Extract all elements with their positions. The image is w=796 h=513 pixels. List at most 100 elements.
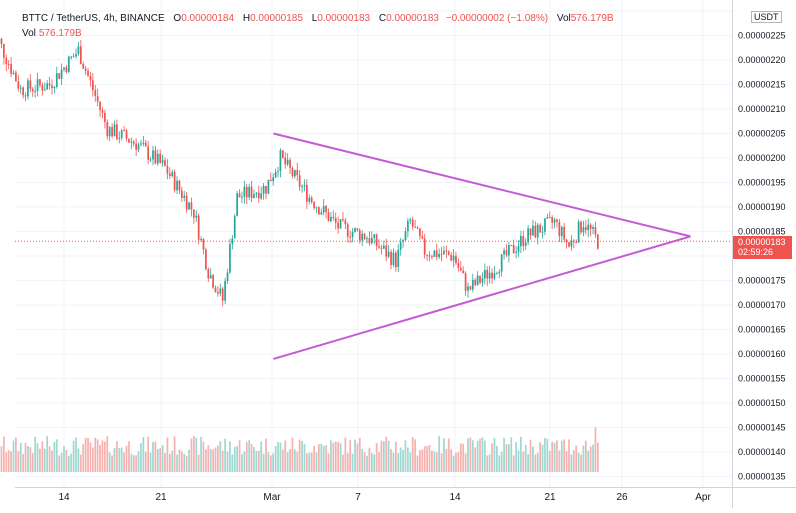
candle xyxy=(293,169,296,177)
candle xyxy=(580,221,582,233)
triangle-upper-line[interactable] xyxy=(273,132,691,238)
volume-bar xyxy=(349,439,352,472)
candle xyxy=(399,241,402,250)
candle xyxy=(594,227,597,235)
volume-bar xyxy=(149,452,152,472)
price-tick-label: 0.00000150 xyxy=(738,398,786,408)
candle xyxy=(192,209,195,218)
low-label: L xyxy=(311,13,318,24)
candle xyxy=(426,254,428,256)
volume-value: 576.179B xyxy=(38,28,82,39)
volume-bar xyxy=(570,454,573,472)
candle xyxy=(337,222,340,229)
candle xyxy=(529,228,532,236)
candle xyxy=(467,286,469,291)
volume-bar xyxy=(291,437,294,472)
volume-bar xyxy=(544,438,546,472)
volume-bar xyxy=(500,451,503,472)
candle xyxy=(505,250,508,256)
candle xyxy=(303,184,306,187)
candle xyxy=(286,159,289,165)
volume-bar xyxy=(382,441,385,472)
volume-bar xyxy=(450,449,453,472)
volume-bar xyxy=(36,443,39,472)
volume-bar xyxy=(387,440,390,472)
candle xyxy=(180,190,183,198)
candle xyxy=(19,87,22,89)
volume-bar xyxy=(553,442,556,472)
volume-bar xyxy=(445,448,448,472)
symbol-name[interactable]: BTTC / TetherUS, 4h, BINANCE xyxy=(22,13,165,24)
candle xyxy=(382,245,385,249)
candle xyxy=(330,216,332,222)
volume-bar xyxy=(325,445,327,472)
candle xyxy=(553,219,556,223)
candle xyxy=(471,279,474,290)
candle xyxy=(166,165,169,174)
candle xyxy=(452,255,455,261)
volume-bar xyxy=(142,437,145,472)
candle xyxy=(39,79,41,86)
volume-bar xyxy=(296,451,299,472)
volume-bar xyxy=(279,442,282,472)
candle xyxy=(238,193,241,198)
candle xyxy=(245,186,248,198)
volume-bar xyxy=(392,452,395,472)
currency-label[interactable]: USDT xyxy=(751,11,782,23)
volume-bar xyxy=(12,440,15,472)
candle xyxy=(407,220,409,232)
volume-bar xyxy=(467,438,469,472)
volume-bar xyxy=(233,446,236,472)
price-tick-label: 0.00000165 xyxy=(738,325,786,335)
volume-bar xyxy=(457,452,460,472)
candle xyxy=(101,110,104,113)
volume-bar xyxy=(306,453,308,472)
candle xyxy=(416,227,419,229)
volume-bar xyxy=(281,449,284,472)
candle xyxy=(483,269,486,279)
volume-bar xyxy=(7,450,10,472)
volume-bar xyxy=(407,447,409,472)
time-axis[interactable]: 14 21 Mar 7 14 21 26 Apr xyxy=(58,492,711,503)
price-axis[interactable]: 0.00000225 0.00000220 0.00000215 0.00000210… xyxy=(738,31,786,482)
volume-bar xyxy=(327,453,330,472)
candle xyxy=(440,253,443,255)
volume-bar xyxy=(60,452,63,472)
volume-bar xyxy=(197,454,200,472)
volume-bar xyxy=(51,450,53,472)
candle xyxy=(197,215,200,240)
volume-bar xyxy=(423,446,426,472)
candle xyxy=(91,80,94,91)
triangle-lower-line[interactable] xyxy=(273,235,691,360)
volume-bar xyxy=(486,455,489,472)
candle xyxy=(15,72,17,82)
volume-bar xyxy=(366,455,368,472)
volume-bar xyxy=(443,438,445,472)
high-value: 0.00000185 xyxy=(250,13,303,24)
candle xyxy=(281,150,284,158)
candle xyxy=(31,88,34,92)
volume-bar xyxy=(77,448,80,472)
volume-bar xyxy=(171,450,174,472)
candle xyxy=(363,233,366,240)
time-tick-label: Apr xyxy=(695,492,711,503)
candle xyxy=(370,237,373,244)
candle xyxy=(137,144,140,150)
volume-bar xyxy=(48,446,51,472)
candle xyxy=(58,73,61,79)
candle xyxy=(147,146,150,160)
candle xyxy=(445,250,448,252)
candle xyxy=(89,75,92,81)
candle xyxy=(55,73,58,87)
candle xyxy=(510,245,513,247)
volume-bar xyxy=(289,449,291,472)
candle xyxy=(63,67,65,70)
candle xyxy=(342,219,344,221)
candle xyxy=(7,64,10,66)
candle xyxy=(183,195,186,198)
volume-bar xyxy=(5,452,8,472)
volume-bar xyxy=(140,443,142,472)
volume-bar xyxy=(176,454,178,472)
